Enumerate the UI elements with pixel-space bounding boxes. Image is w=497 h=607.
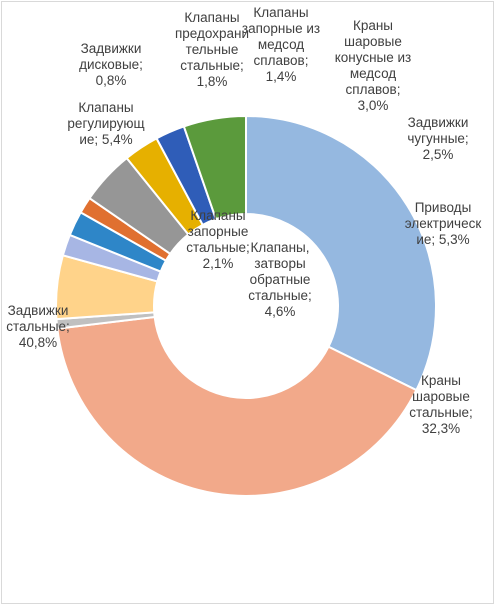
slice-label-line: предохрани	[175, 26, 249, 41]
slice-label-line: Клапаны	[190, 208, 245, 223]
slice-label-line: ие; 5,3%	[416, 232, 469, 247]
slice-label-line: Краны	[353, 18, 393, 33]
slice-label-line: Краны	[421, 373, 461, 388]
donut-slice	[56, 315, 418, 497]
slice-label-line: медсод	[258, 37, 304, 52]
slice-label-line: шаровые	[344, 34, 402, 49]
slice-label: Клапаны предохрани тельные стальные; 1,8%	[175, 10, 249, 89]
slice-label-line: стальные;	[180, 58, 244, 73]
slice-label-line: стальные;	[409, 405, 473, 420]
slice-label-line: 4,6%	[265, 304, 296, 319]
slice-label: Задвижки стальные; 40,8%	[6, 303, 70, 350]
slice-label-line: дисковые;	[79, 57, 143, 72]
slice-label-line: тельные	[186, 42, 239, 57]
slice-label-line: обратные	[250, 272, 311, 287]
slice-label-line: затворы	[254, 256, 305, 271]
slice-label-line: Приводы	[415, 200, 472, 215]
slice-label-line: Задвижки	[81, 41, 142, 56]
slice-label-line: запорные	[188, 224, 249, 239]
slice-label-line: 2,5%	[423, 147, 454, 162]
slice-label-line: Клапаны	[78, 100, 133, 115]
slice-label-line: медсод	[350, 66, 396, 81]
donut-slices	[55, 114, 437, 497]
slice-label: Клапаны регулирующ ие; 5,4%	[67, 100, 144, 147]
slice-label-line: 3,0%	[358, 98, 389, 113]
slice-label-line: сплавов;	[346, 82, 401, 97]
slice-label-line: 2,1%	[203, 256, 234, 271]
slice-label: Задвижки чугунные; 2,5%	[407, 115, 468, 162]
slice-label: Приводы электрическ ие; 5,3%	[405, 200, 482, 247]
slice-label-line: 0,8%	[96, 73, 127, 88]
slice-label-line: ие; 5,4%	[79, 132, 132, 147]
donut-slice	[245, 114, 437, 392]
slice-label-line: запорные из	[242, 21, 320, 36]
slice-label-line: регулирующ	[67, 116, 144, 131]
slice-label: Клапаны запорные стальные; 2,1%	[186, 208, 250, 271]
slice-label-line: шаровые	[412, 389, 470, 404]
slice-label-line: Клапаны	[184, 10, 239, 25]
slice-label-line: чугунные;	[407, 131, 468, 146]
slice-label: Задвижки дисковые; 0,8%	[79, 41, 143, 88]
slice-label-line: 40,8%	[19, 335, 57, 350]
slice-label: Краны шаровые стальные; 32,3%	[409, 373, 473, 436]
slice-label-line: стальные;	[6, 319, 70, 334]
slice-labels: Краны шаровые стальные; 32,3%Задвижки стальн…	[6, 5, 481, 436]
slice-label: Клапаны, затворы обратные стальные; 4,6%	[248, 240, 312, 319]
slice-label-line: 1,8%	[197, 74, 228, 89]
slice-label: Клапаны запорные из медсод сплавов; 1,4%	[242, 5, 320, 84]
slice-label-line: Задвижки	[8, 303, 69, 318]
slice-label-line: Клапаны	[253, 5, 308, 20]
slice-label: Краны шаровые конусные из медсод сплавов; 3,0…	[335, 18, 412, 113]
slice-label-line: Задвижки	[408, 115, 469, 130]
slice-label-line: конусные из	[335, 50, 412, 65]
donut-slice	[182, 114, 247, 221]
slice-label-line: стальные;	[186, 240, 250, 255]
slice-label-line: 32,3%	[422, 421, 460, 436]
slice-label-line: 1,4%	[266, 69, 297, 84]
slice-label-line: стальные;	[248, 288, 312, 303]
slice-label-line: электрическ	[405, 216, 482, 231]
slice-label-line: Клапаны,	[251, 240, 310, 255]
slice-label-line: сплавов;	[254, 53, 309, 68]
